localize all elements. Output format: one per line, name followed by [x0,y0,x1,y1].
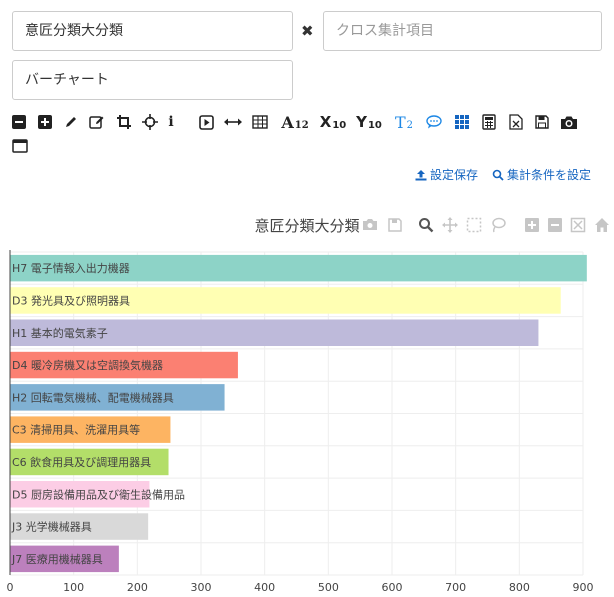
x-tick-label: 600 [382,581,403,594]
x-tick-label: 900 [573,581,594,594]
x-tick-label: 500 [318,581,339,594]
bar-category-label: H7 電子情報入出力機器 [12,261,130,275]
x-tick-label: 200 [127,581,148,594]
bar-category-label: D5 厨房設備用品及び衛生設備用品 [12,487,185,501]
x-tick-label: 400 [254,581,275,594]
x-tick-label: 700 [445,581,466,594]
x-tick-label: 0 [7,581,14,594]
bar-category-label: H1 基本的電気素子 [12,326,108,340]
bar-category-label: H2 回転電気機械、配電機械器具 [12,390,174,404]
x-tick-label: 100 [63,581,84,594]
bar-category-label: C3 清掃用具、洗濯用具等 [12,423,140,437]
bar-category-label: D4 暖冷房機又は空調換気機器 [12,358,163,372]
bar-category-label: C6 飲食用具及び調理用器具 [12,455,151,469]
bar-category-label: D3 発光具及び照明器具 [12,293,130,307]
x-tick-label: 300 [191,581,212,594]
bar-category-label: J7 医療用機械器具 [11,552,103,566]
x-tick-label: 800 [509,581,530,594]
bar-category-label: J3 光学機械器具 [11,520,92,534]
